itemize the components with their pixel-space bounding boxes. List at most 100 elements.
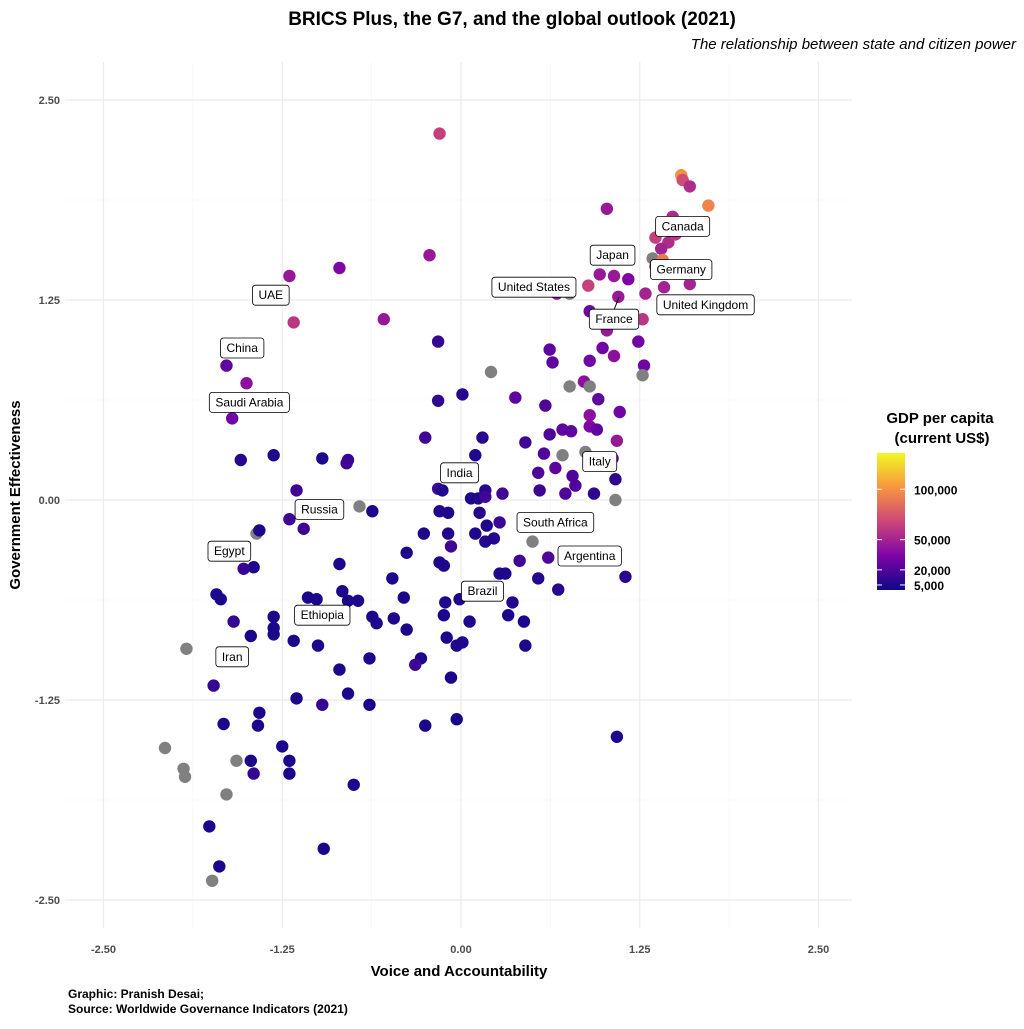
country-label: Ethiopia — [294, 604, 351, 626]
y-tick-label: -1.25 — [35, 695, 60, 707]
country-label: India — [440, 462, 479, 484]
country-label: Canada — [655, 215, 711, 237]
gridlines — [65, 62, 852, 928]
svg-text:Germany: Germany — [657, 263, 706, 277]
data-point — [333, 261, 346, 275]
data-point — [283, 754, 296, 767]
svg-text:China: China — [227, 341, 259, 355]
data-point — [234, 453, 247, 467]
svg-text:Argentina: Argentina — [564, 549, 616, 563]
data-point — [683, 180, 696, 193]
data-point — [244, 629, 257, 643]
data-point — [543, 343, 556, 356]
data-point — [473, 506, 486, 519]
data-point — [501, 609, 515, 622]
data-point — [526, 535, 539, 548]
legend-tick-label: 5,000 — [914, 579, 944, 593]
data-point — [440, 631, 453, 644]
y-axis-ticks: -2.50 -1.25 0.00 1.25 2.50 — [35, 95, 60, 907]
data-point — [237, 562, 250, 575]
y-tick-label: 0.00 — [39, 495, 60, 507]
data-point — [609, 473, 622, 486]
data-point — [499, 567, 512, 580]
data-point — [469, 527, 482, 540]
data-point — [600, 202, 614, 215]
data-point — [607, 269, 621, 283]
data-point — [310, 593, 323, 606]
data-points — [158, 127, 715, 887]
data-point — [214, 593, 227, 606]
data-point — [609, 493, 622, 507]
data-point — [220, 788, 233, 801]
data-point — [632, 335, 645, 348]
data-point — [444, 540, 458, 553]
data-point — [220, 359, 233, 372]
data-point — [657, 281, 671, 294]
svg-text:United Kingdom: United Kingdom — [663, 298, 748, 312]
x-tick-label: 1.25 — [629, 944, 650, 956]
data-point — [519, 639, 532, 652]
data-point — [533, 484, 546, 497]
data-point — [587, 487, 601, 500]
data-point — [267, 610, 280, 623]
data-point — [419, 431, 432, 444]
data-point — [400, 546, 413, 559]
data-point — [253, 524, 266, 537]
data-point — [480, 519, 493, 532]
data-point — [593, 268, 606, 281]
data-point — [353, 500, 366, 513]
caption-credit: Graphic: Pranish Desai; — [68, 987, 204, 1001]
data-point — [479, 490, 492, 503]
data-point — [441, 527, 455, 540]
x-tick-label: 0.00 — [450, 944, 471, 956]
data-point — [476, 431, 489, 444]
data-point — [431, 335, 445, 348]
data-point — [283, 513, 296, 526]
data-point — [207, 679, 220, 692]
data-point — [613, 405, 626, 419]
color-legend: GDP per capita (current US$) 100,000 50,0… — [877, 410, 994, 593]
data-point — [612, 290, 625, 303]
data-point — [419, 719, 432, 732]
data-point — [341, 594, 355, 607]
data-point — [240, 377, 253, 390]
data-point — [247, 561, 260, 574]
data-point — [559, 487, 572, 500]
data-point — [564, 425, 578, 438]
data-point — [366, 505, 379, 518]
svg-text:United States: United States — [498, 280, 570, 294]
data-point — [619, 570, 632, 583]
country-label: China — [220, 337, 265, 359]
data-point — [496, 487, 509, 500]
data-point — [276, 740, 289, 753]
data-point — [596, 341, 609, 355]
data-point — [436, 484, 449, 497]
data-point — [569, 479, 582, 492]
data-point — [311, 639, 325, 652]
x-axis-ticks: -2.50 -1.25 0.00 1.25 2.50 — [91, 944, 829, 956]
data-point — [341, 687, 355, 700]
data-point — [226, 412, 239, 425]
data-point — [636, 369, 649, 382]
y-tick-label: -2.50 — [35, 895, 60, 907]
svg-text:UAE: UAE — [258, 288, 283, 302]
data-point — [433, 505, 446, 518]
x-tick-label: -1.25 — [270, 944, 295, 956]
data-point — [347, 778, 360, 791]
data-point — [230, 754, 243, 767]
data-point — [333, 557, 346, 571]
svg-text:Egypt: Egypt — [214, 544, 245, 558]
data-point — [607, 349, 621, 363]
data-point — [244, 754, 257, 767]
data-point — [417, 527, 431, 540]
x-tick-label: -2.50 — [91, 944, 116, 956]
data-point — [409, 658, 422, 671]
country-label: Iran — [215, 646, 249, 668]
data-point — [431, 394, 445, 407]
data-point — [655, 242, 668, 255]
svg-text:Brazil: Brazil — [467, 584, 497, 598]
data-point — [537, 447, 551, 460]
country-label: Italy — [582, 451, 618, 473]
legend-title-line2: (current US$) — [894, 430, 989, 447]
data-point — [532, 466, 545, 479]
